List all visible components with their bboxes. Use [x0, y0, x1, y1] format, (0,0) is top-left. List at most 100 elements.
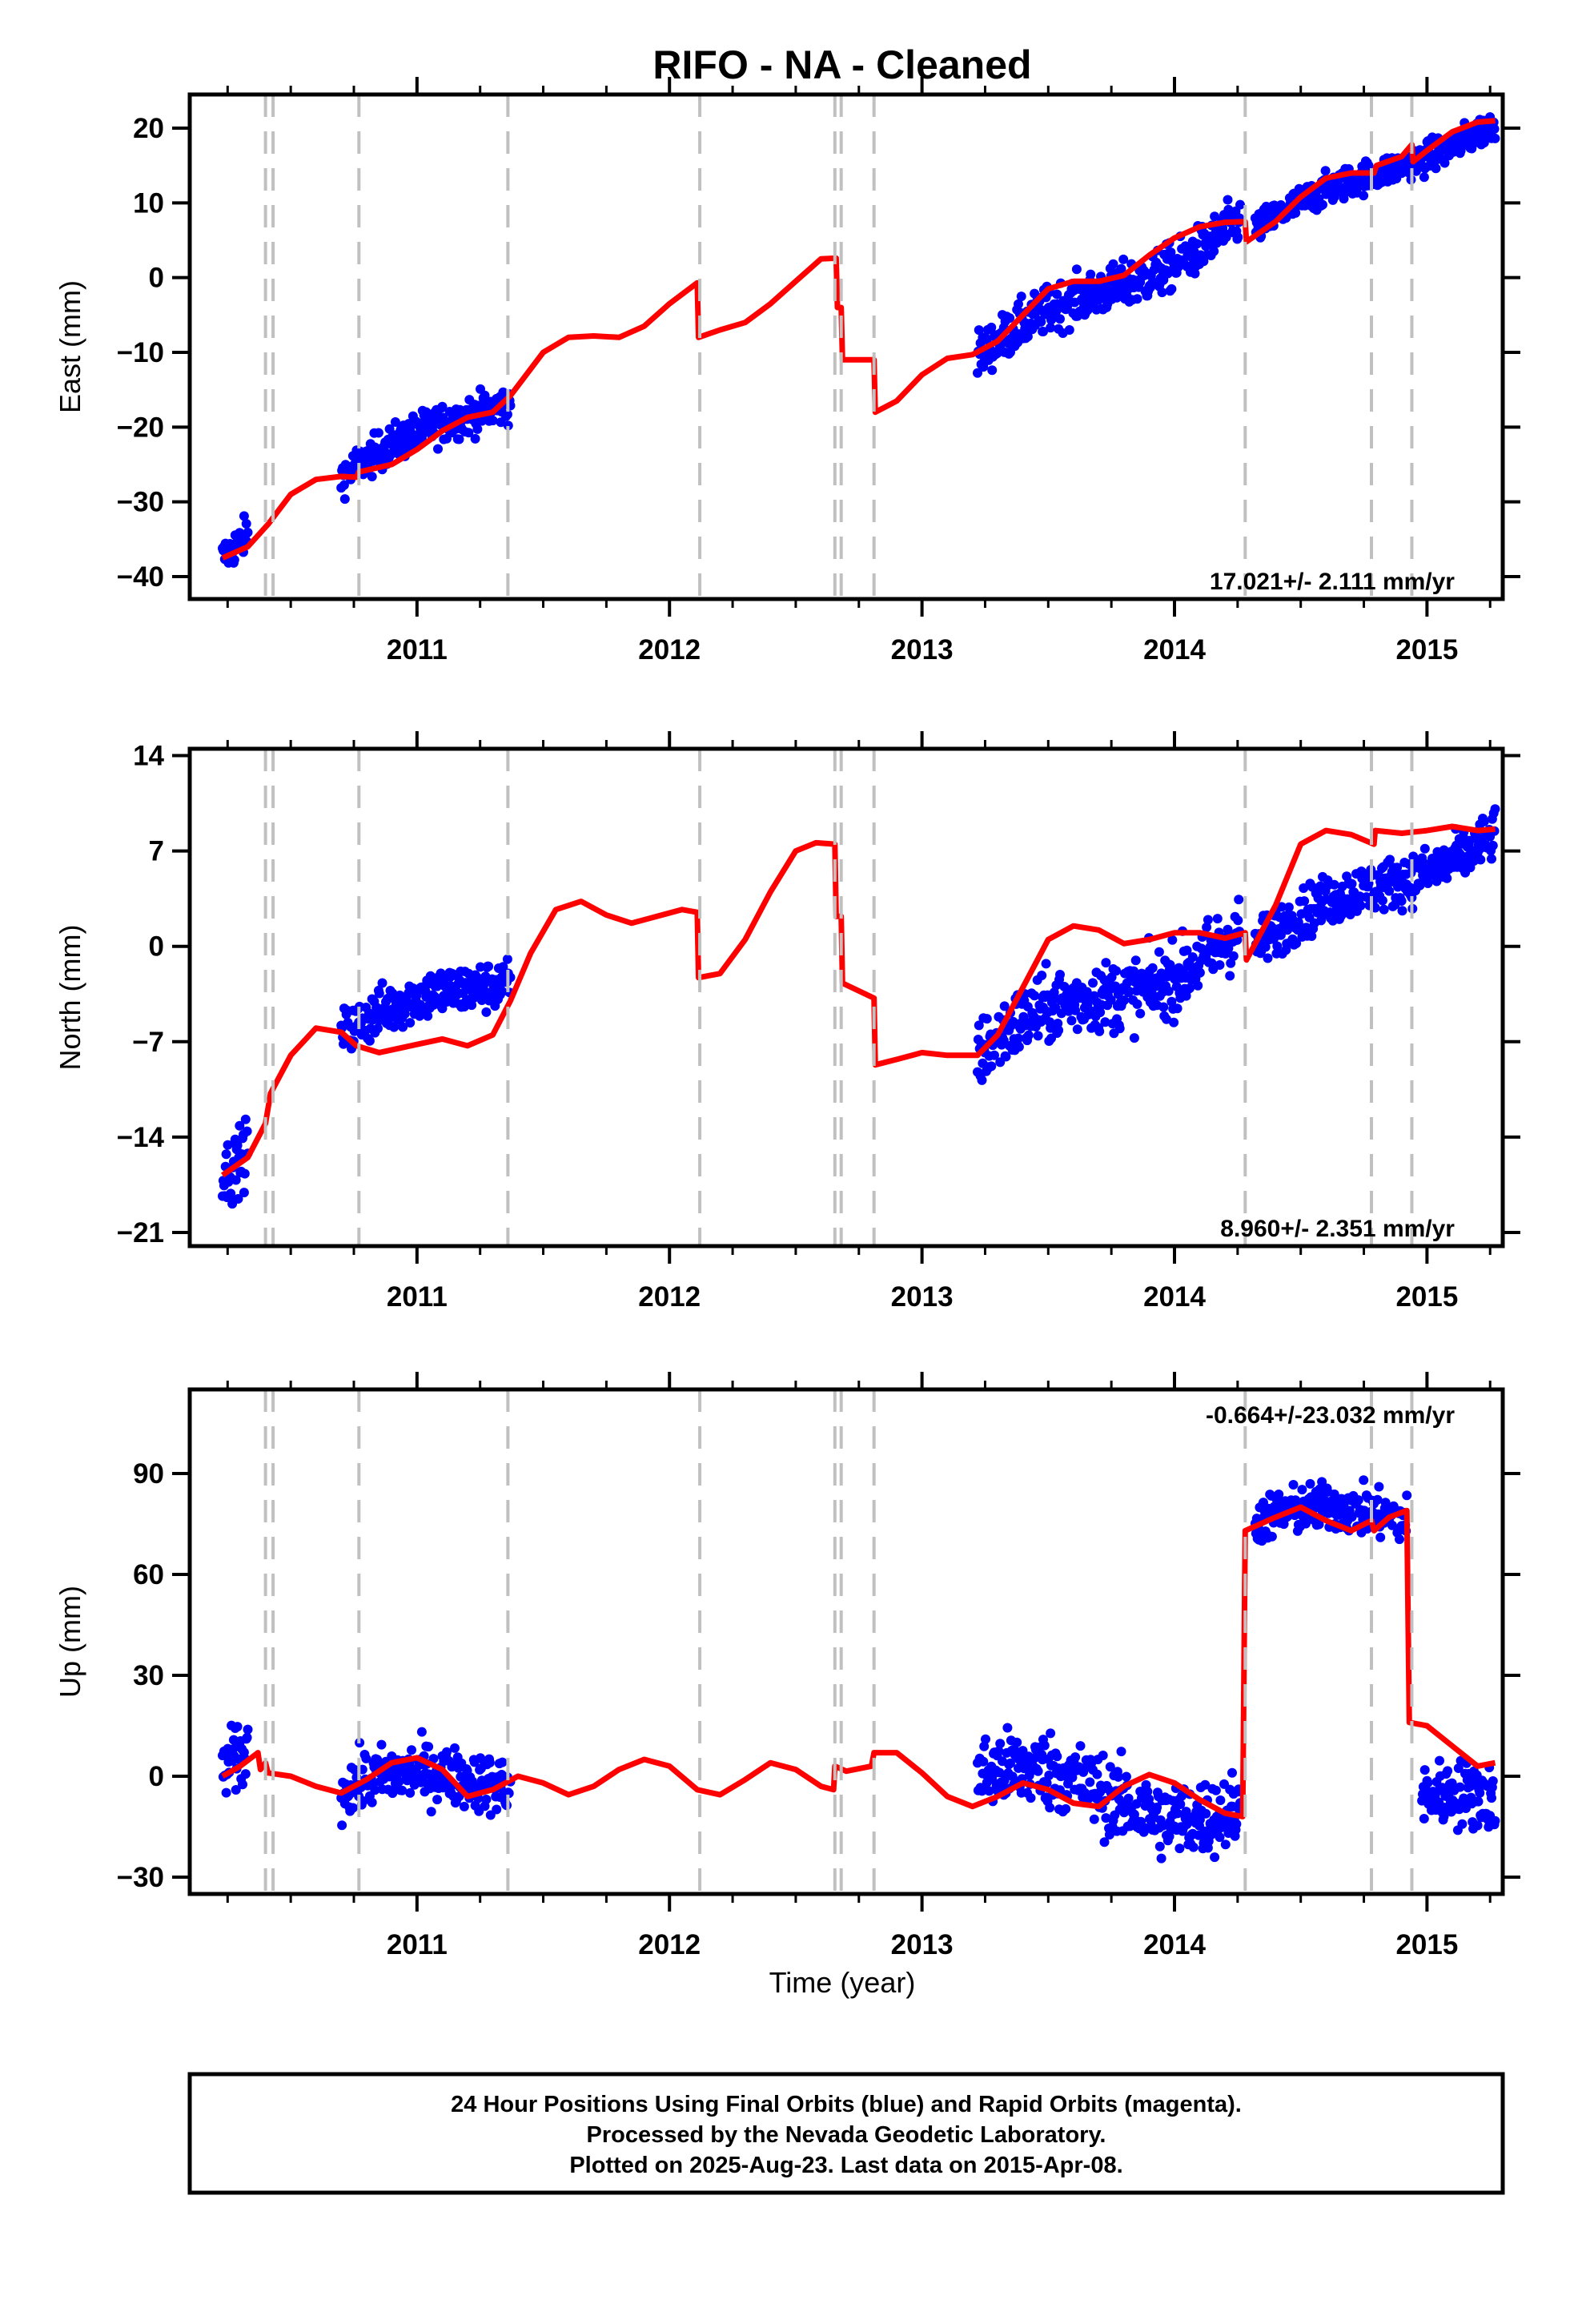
up-model-line — [221, 1504, 1496, 1819]
east-data-point — [1223, 195, 1233, 205]
up-data-point — [416, 1727, 427, 1737]
up-data-point — [1033, 1766, 1043, 1776]
east-data-point — [1086, 269, 1096, 279]
up-data-point — [1353, 1495, 1363, 1506]
north-data-point — [1423, 879, 1433, 888]
up-data-point — [232, 1722, 243, 1732]
north-data-point — [221, 1149, 231, 1160]
up-data-point — [1089, 1814, 1099, 1824]
north-data-point — [1054, 1025, 1064, 1035]
up-data-point — [1142, 1787, 1153, 1797]
east-step-lines — [263, 94, 1414, 599]
up-model-curve — [221, 1504, 1496, 1819]
east-data-point — [974, 325, 984, 336]
north-data-point — [1166, 996, 1177, 1007]
up-data-point — [481, 1795, 492, 1804]
up-rate-label: -0.664+/-23.032 mm/yr — [1206, 1402, 1455, 1429]
north-data-point — [405, 1018, 416, 1028]
north-data-points — [218, 804, 1500, 1209]
up-xtick-label: 2012 — [638, 1929, 701, 1960]
north-data-point — [389, 1022, 400, 1032]
up-data-point — [1305, 1478, 1315, 1489]
up-data-point — [1158, 1820, 1168, 1831]
up-data-point — [1002, 1723, 1013, 1733]
north-data-point — [1114, 1023, 1125, 1034]
north-data-point — [398, 1022, 408, 1032]
north-data-point — [1110, 981, 1121, 991]
north-data-point — [1283, 902, 1294, 912]
north-data-point — [1163, 986, 1174, 996]
up-data-point — [484, 1758, 495, 1767]
north-data-point — [242, 1126, 252, 1136]
east-ytick-label: −10 — [117, 337, 164, 368]
up-data-point — [995, 1739, 1006, 1749]
north-data-point — [977, 1075, 987, 1085]
up-step-lines — [263, 1389, 1414, 1894]
north-data-point — [1260, 942, 1271, 952]
east-data-point — [1036, 316, 1046, 327]
footer-frame — [187, 2072, 1505, 2195]
east-data-point — [433, 444, 443, 454]
east-data-point — [1016, 292, 1026, 302]
up-data-point — [1435, 1755, 1444, 1766]
footer-line-3: Plotted on 2025-Aug-23. Last data on 201… — [569, 2153, 1122, 2178]
east-data-point — [1192, 239, 1203, 249]
up-data-point — [1215, 1795, 1226, 1805]
north-data-point — [1396, 896, 1407, 906]
east-data-point — [1411, 166, 1421, 176]
up-data-point — [243, 1724, 253, 1735]
east-data-points — [218, 112, 1500, 568]
north-data-point — [1442, 873, 1452, 883]
up-data-point — [405, 1787, 416, 1798]
east-data-point — [418, 428, 428, 439]
up-xtick-label: 2011 — [387, 1929, 448, 1960]
north-data-point — [1385, 854, 1395, 865]
up-data-point — [984, 1786, 994, 1796]
north-data-point — [1464, 835, 1475, 846]
north-data-point — [999, 1001, 1010, 1011]
east-frame — [187, 92, 1505, 601]
east-data-point — [1014, 299, 1023, 309]
east-data-point — [1291, 207, 1301, 218]
north-data-point — [1291, 939, 1302, 948]
north-data-point — [1276, 902, 1287, 912]
east-model-line — [221, 118, 1496, 561]
up-data-point — [1156, 1853, 1166, 1864]
east-data-point — [1132, 294, 1142, 304]
up-xtick-label: 2013 — [891, 1929, 954, 1960]
east-data-point — [1052, 289, 1062, 300]
east-data-point — [339, 494, 350, 505]
north-data-point — [1111, 966, 1122, 976]
up-data-point — [1211, 1785, 1221, 1795]
up-data-point — [1288, 1480, 1299, 1490]
north-data-point — [400, 1008, 410, 1019]
east-ytick-label: 0 — [149, 263, 164, 294]
north-data-point — [1185, 983, 1195, 993]
up-data-point — [1490, 1815, 1500, 1826]
north-data-point — [1100, 1017, 1110, 1027]
north-data-point — [1162, 1014, 1171, 1024]
north-data-point — [1228, 951, 1239, 961]
east-data-point — [1209, 246, 1219, 256]
north-data-point — [1275, 930, 1286, 940]
east-data-point — [1038, 327, 1048, 336]
east-data-point — [1221, 232, 1231, 243]
up-ytick-label: 0 — [149, 1761, 164, 1792]
up-data-point — [231, 1785, 241, 1795]
up-data-point — [1274, 1490, 1284, 1499]
east-xtick-label: 2012 — [638, 634, 701, 665]
north-data-point — [1329, 879, 1339, 890]
up-data-point — [1099, 1837, 1110, 1848]
up-data-point — [1018, 1746, 1028, 1756]
north-ytick-label: 0 — [149, 931, 164, 963]
east-data-point — [1046, 323, 1056, 333]
up-data-point — [1419, 1765, 1430, 1775]
north-data-point — [374, 988, 384, 999]
north-xtick-label: 2013 — [891, 1281, 954, 1313]
up-data-point — [1472, 1820, 1483, 1831]
east-data-point — [1431, 163, 1441, 174]
north-data-point — [1379, 904, 1389, 915]
north-data-point — [502, 954, 512, 964]
east-ylabel: East (mm) — [54, 280, 86, 413]
east-data-point — [1235, 199, 1245, 210]
